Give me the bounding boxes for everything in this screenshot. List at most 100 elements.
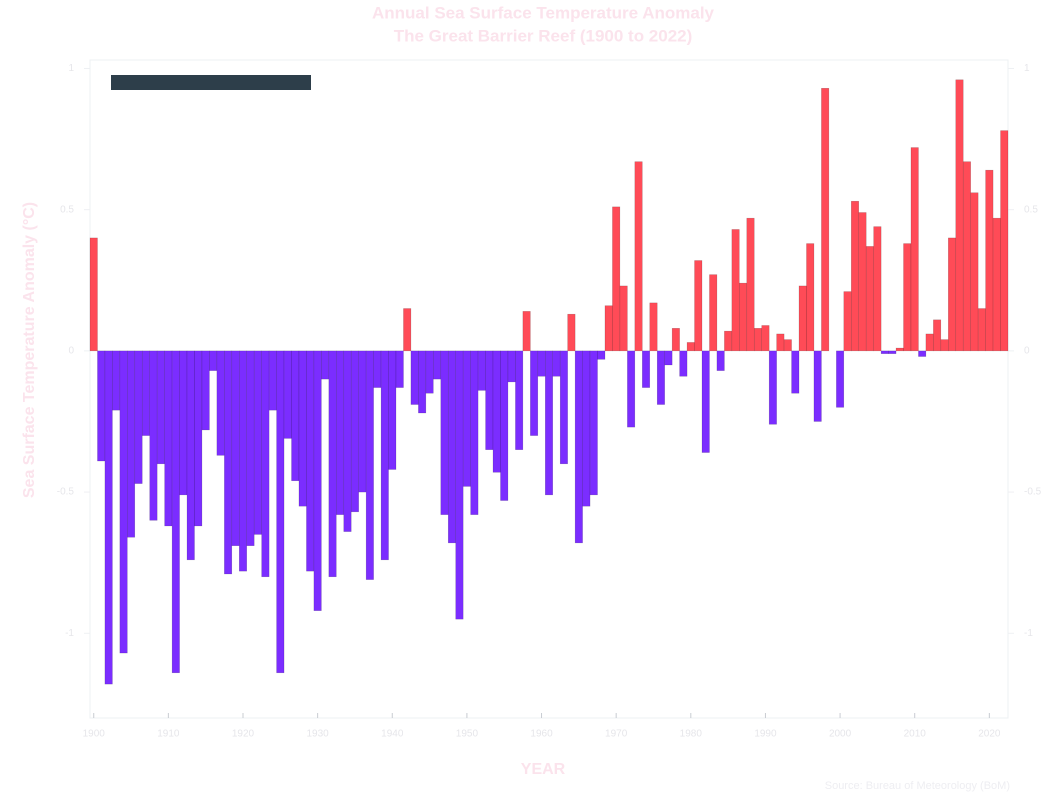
bar xyxy=(627,350,636,428)
bar xyxy=(380,350,389,561)
bar xyxy=(597,350,606,360)
bar xyxy=(515,350,524,450)
x-axis-label: YEAR xyxy=(521,761,566,778)
bar xyxy=(851,200,859,352)
bar xyxy=(813,350,822,422)
bar xyxy=(321,350,330,380)
y2-tick-label: 0.5 xyxy=(1024,204,1038,215)
x-tick-label: 2000 xyxy=(829,729,852,740)
bar xyxy=(365,350,374,580)
bar xyxy=(985,169,994,352)
bar xyxy=(149,350,158,521)
bar xyxy=(552,350,561,377)
bar xyxy=(313,350,322,611)
bar xyxy=(918,350,927,357)
bar xyxy=(209,350,218,371)
bar xyxy=(761,325,770,352)
bar xyxy=(791,350,800,394)
bar xyxy=(925,333,934,352)
bar xyxy=(858,212,867,352)
y2-tick-label: 0 xyxy=(1024,346,1030,357)
bar xyxy=(201,350,210,431)
x-tick-label: 1970 xyxy=(605,729,628,740)
bar xyxy=(701,350,710,453)
bar xyxy=(455,350,464,620)
y2-tick-label: -1 xyxy=(1024,628,1033,639)
bar xyxy=(350,350,359,513)
bar xyxy=(276,350,285,674)
bar xyxy=(910,147,919,352)
bar xyxy=(537,350,546,377)
bar xyxy=(328,350,337,578)
bar xyxy=(933,319,942,352)
bar xyxy=(403,308,412,352)
bar xyxy=(127,350,136,538)
bar xyxy=(530,350,539,436)
bar xyxy=(955,79,964,352)
bar xyxy=(97,350,106,462)
bar xyxy=(731,229,740,352)
bar xyxy=(671,328,680,352)
chart-title: Annual Sea Surface Temperature Anomaly xyxy=(372,3,715,22)
x-tick-label: 2010 xyxy=(904,729,927,740)
bar xyxy=(186,350,195,561)
bar xyxy=(619,285,628,352)
y2-tick-label: 1 xyxy=(1024,63,1030,74)
bar xyxy=(753,328,762,352)
bar xyxy=(104,350,113,685)
x-tick-label: 1980 xyxy=(680,729,703,740)
bar xyxy=(783,339,792,352)
bar xyxy=(119,350,128,654)
bar xyxy=(865,246,874,352)
bar xyxy=(962,161,971,352)
bar xyxy=(888,350,897,354)
bar xyxy=(425,350,434,394)
bar xyxy=(89,237,98,352)
bar xyxy=(873,226,882,352)
bar xyxy=(224,350,233,575)
bar xyxy=(410,350,419,405)
bar xyxy=(776,333,785,352)
bar xyxy=(343,350,352,532)
bar xyxy=(194,350,203,527)
x-tick-label: 1930 xyxy=(307,729,330,740)
x-tick-label: 1960 xyxy=(530,729,553,740)
y-tick-label: 1 xyxy=(68,63,74,74)
bar xyxy=(492,350,501,473)
bar xyxy=(336,350,345,515)
bar xyxy=(977,308,986,352)
bar xyxy=(679,350,688,377)
bar xyxy=(768,350,777,425)
y2-tick-label: -0.5 xyxy=(1024,487,1042,498)
bar xyxy=(940,339,949,352)
y-tick-label: -1 xyxy=(65,628,74,639)
bar xyxy=(231,350,240,546)
bar xyxy=(798,285,807,352)
bar xyxy=(216,350,225,456)
bar xyxy=(880,350,889,354)
x-tick-label: 1900 xyxy=(83,729,106,740)
bar xyxy=(156,350,165,465)
bar xyxy=(388,350,397,470)
bar xyxy=(298,350,307,507)
bar xyxy=(268,350,277,411)
bar xyxy=(746,217,755,352)
bar xyxy=(664,350,673,366)
x-tick-label: 1990 xyxy=(754,729,777,740)
bar xyxy=(821,87,830,352)
bar xyxy=(485,350,494,450)
y-axis-label: Sea Surface Temperature Anomaly (°C) xyxy=(21,202,38,498)
bar xyxy=(649,302,658,352)
bar xyxy=(686,342,695,352)
bar xyxy=(447,350,456,544)
bar xyxy=(507,350,516,383)
source-note: Source: Bureau of Meteorology (BoM) xyxy=(825,780,1010,792)
bar xyxy=(709,274,718,352)
y-tick-label: 0.5 xyxy=(60,204,74,215)
bar xyxy=(179,350,188,496)
x-tick-label: 1940 xyxy=(381,729,404,740)
bar xyxy=(836,350,845,408)
x-tick-label: 1920 xyxy=(232,729,255,740)
x-tick-label: 2020 xyxy=(978,729,1001,740)
